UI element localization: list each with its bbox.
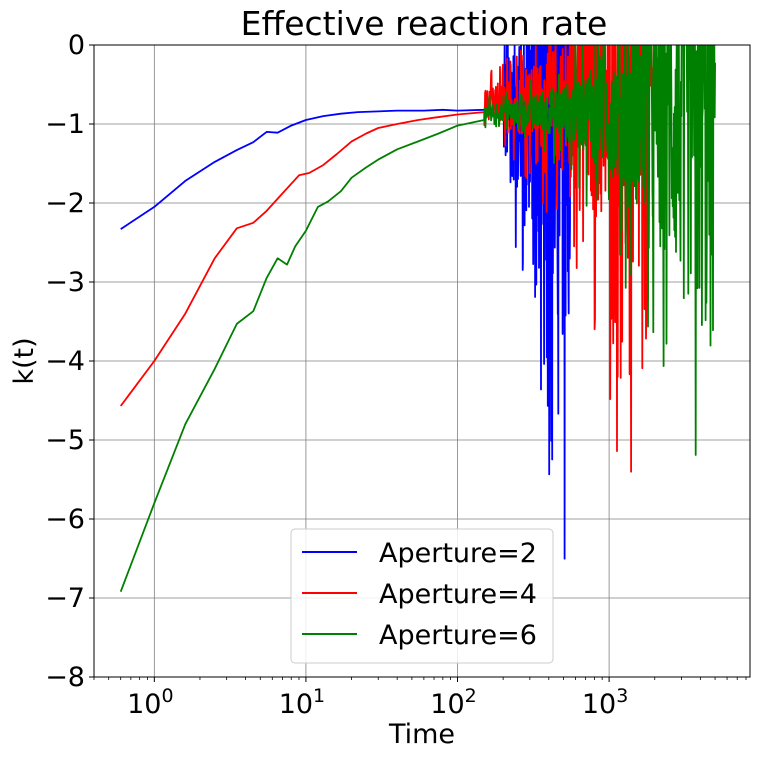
series-layer [119, 45, 716, 593]
x-tick-label: 103 [582, 685, 628, 720]
x-tick-label: 100 [127, 685, 173, 720]
y-tick-label: −6 [45, 504, 85, 535]
legend-box [290, 528, 554, 664]
y-tick-label: −8 [45, 662, 85, 693]
y-tick-label: −5 [45, 425, 85, 456]
y-tick-label: −1 [45, 109, 85, 140]
y-axis-label: k(t) [9, 337, 40, 384]
series-line-1 [120, 45, 572, 560]
y-tick-label: −7 [45, 583, 85, 614]
y-tick-label: −2 [45, 188, 85, 219]
y-tick-label: 0 [68, 30, 85, 61]
y-tick-label: −4 [45, 346, 85, 377]
x-axis-label: Time [388, 719, 455, 750]
x-tick-label: 102 [430, 685, 476, 720]
legend: Aperture=2 Aperture=4 Aperture=6 [290, 528, 554, 664]
ticks: 0 −1 −2 −3 −4 −5 −6 −7 −8 100 101 102 103 [45, 30, 747, 720]
legend-label: Aperture=4 [379, 579, 537, 610]
legend-label: Aperture=2 [379, 538, 537, 569]
chart-title: Effective reaction rate [241, 4, 608, 43]
legend-label: Aperture=6 [379, 620, 537, 651]
grid [94, 44, 750, 678]
series-line-3 [119, 45, 716, 593]
x-tick-label: 101 [279, 685, 325, 720]
y-tick-label: −3 [45, 267, 85, 298]
